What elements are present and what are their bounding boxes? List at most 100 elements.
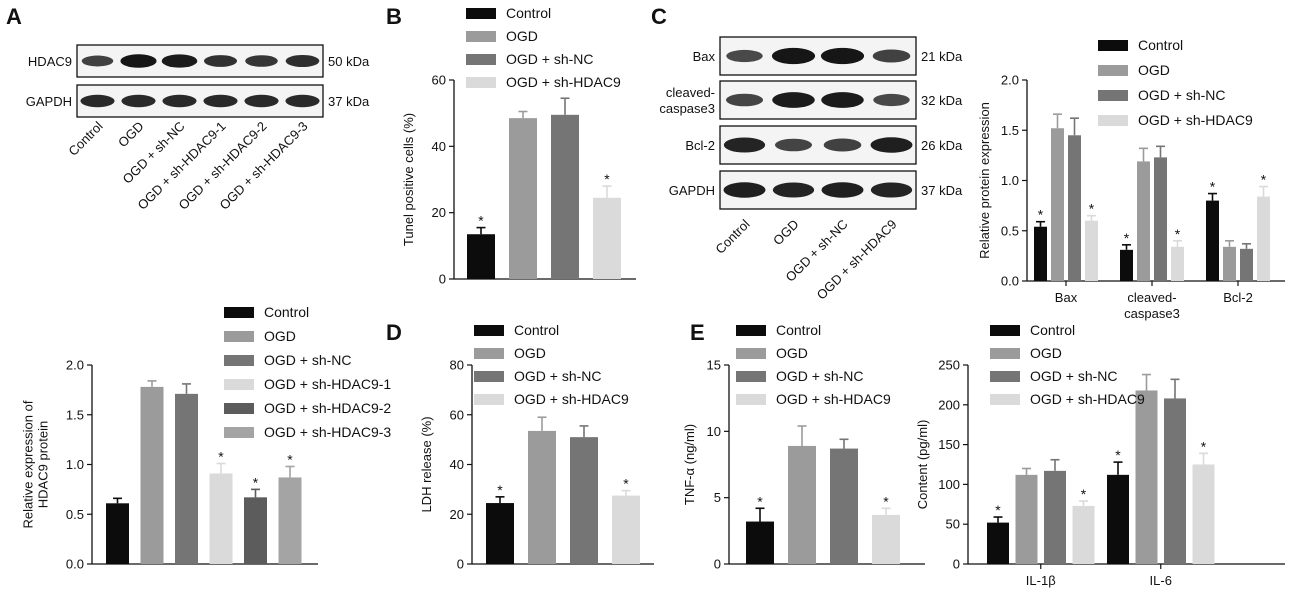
y-tick-label: 100 [938, 477, 960, 492]
significance-marker: * [1124, 230, 1130, 246]
bar-ogd-sh-nc-bcl-2 [1240, 248, 1253, 281]
legend-swatch-control [466, 8, 496, 19]
bar-ogd-sh-nc-il-1 [1044, 470, 1066, 564]
chart-e-interleukins: 0 50 100 150 200 250 Content (pg/ml) * * IL-1β * * I… [915, 322, 1285, 588]
bar-ogd-sh-nc [830, 448, 858, 564]
legend-swatch-ogd [224, 331, 254, 342]
y-tick-label: 0 [953, 557, 960, 572]
significance-marker: * [1261, 172, 1267, 188]
blot-lane-label-control: Control [65, 118, 105, 158]
bar-ogd-cleaved-caspase3 [1137, 161, 1150, 281]
bar-control [746, 521, 774, 564]
blot-band [245, 55, 278, 67]
blot-kda-label: 32 kDa [921, 93, 963, 108]
y-tick-label: 0.0 [66, 557, 84, 572]
legend-label-ogd-sh-nc: OGD + sh-NC [1030, 368, 1118, 384]
blot-band [821, 182, 864, 198]
blot-row-label-gapdh: GAPDH [26, 94, 72, 109]
legend-swatch-control [474, 325, 504, 336]
legend-swatch-ogd-sh-nc [736, 371, 766, 382]
blot-frame-hdac9 [76, 44, 324, 78]
y-tick-label: 20 [432, 205, 446, 220]
legend-swatch-ogd-sh-hdac9 [990, 394, 1020, 405]
y-tick-label: 0.0 [1001, 274, 1019, 289]
y-tick-label: 1.0 [66, 457, 84, 472]
blot-band [873, 93, 910, 107]
blot-band [821, 92, 864, 108]
legend-swatch-ogd-sh-hdac9 [1098, 115, 1128, 126]
bar-ogd-sh-hdac9-2 [244, 497, 267, 564]
legend-label-ogd-sh-nc: OGD + sh-NC [1138, 87, 1226, 103]
x-tick-label-il-6: IL-6 [1150, 573, 1172, 588]
blot-kda-label: 26 kDa [921, 138, 963, 153]
legend-swatch-control [736, 325, 766, 336]
bar-ogd-sh-hdac9 [612, 495, 640, 564]
significance-marker: * [1081, 486, 1087, 502]
blot-band [161, 54, 198, 68]
legend-label-ogd: OGD [1138, 62, 1170, 78]
bar-ogd [528, 430, 556, 564]
y-tick-label: 15 [707, 358, 721, 373]
bar-ogd-sh-nc [570, 437, 598, 564]
y-tick-label: 200 [938, 397, 960, 412]
panel-label-e: E [690, 320, 705, 345]
legend-label-ogd: OGD [264, 328, 296, 344]
chart-a-hdac9-expression: 0.0 0.5 1.0 1.5 2.0 Relative expression ofHDA… [21, 304, 392, 572]
y-axis-label: Relative protein expression [977, 102, 992, 259]
legend-label-ogd-sh-hdac9: OGD + sh-HDAC9 [1138, 112, 1253, 128]
legend-swatch-ogd-sh-nc [224, 355, 254, 366]
bar-ogd-il-1 [1015, 474, 1038, 564]
blot-lane-label-ogd: OGD [115, 119, 147, 151]
blot-band [823, 138, 862, 152]
bar-control-cleaved-caspase3 [1120, 249, 1133, 281]
blot-row-label-cleaved-caspase3: cleaved-caspase3 [659, 85, 715, 116]
blot-kda-label: 37 kDa [921, 183, 963, 198]
bar-ogd-bcl-2 [1223, 246, 1236, 281]
blot-lane-label-ogd: OGD [770, 217, 802, 249]
significance-marker: * [478, 213, 484, 229]
legend-swatch-ogd-sh-hdac9-2 [224, 403, 254, 414]
bar-control [486, 503, 514, 564]
y-tick-label: 50 [946, 517, 960, 532]
blot-band [772, 182, 815, 198]
blot-band [80, 94, 115, 108]
blot-lane-label-control: Control [712, 216, 752, 256]
legend-label-ogd: OGD [776, 345, 808, 361]
legend-swatch-control [1098, 40, 1128, 51]
panel-label-b: B [386, 4, 402, 29]
legend-swatch-control [990, 325, 1020, 336]
blot-band [203, 55, 238, 67]
y-tick-label: 250 [938, 358, 960, 373]
blot-band [120, 54, 157, 68]
bar-ogd-sh-nc-bax [1068, 135, 1081, 281]
y-axis-label: Content (pg/ml) [915, 420, 930, 510]
bar-control [106, 503, 129, 564]
legend-label-ogd-sh-nc: OGD + sh-NC [776, 368, 864, 384]
blot-kda-label: 50 kDa [328, 54, 370, 69]
y-axis-label: TNF-α (ng/ml) [682, 424, 697, 505]
chart-e-tnf: 0 5 10 15 TNF-α (ng/ml) * * Control OGD OGD + sh-… [682, 322, 925, 572]
x-tick-label-cleaved-caspase3: cleaved-caspase3 [1124, 290, 1180, 321]
y-tick-label: 0 [439, 272, 446, 287]
blot-band [726, 49, 763, 63]
legend-label-ogd-sh-hdac9-2: OGD + sh-HDAC9-2 [264, 400, 391, 416]
y-tick-label: 40 [450, 457, 464, 472]
y-tick-label: 1.5 [66, 407, 84, 422]
legend-swatch-ogd-sh-hdac9-3 [224, 427, 254, 438]
legend-label-ogd-sh-nc: OGD + sh-NC [514, 368, 602, 384]
y-tick-label: 5 [714, 490, 721, 505]
blot-band [725, 93, 764, 107]
legend-label-ogd-sh-nc: OGD + sh-NC [506, 51, 594, 67]
bar-ogd-sh-nc [551, 114, 579, 279]
bar-ogd-sh-hdac9-il-1 [1072, 505, 1095, 564]
significance-marker: * [1115, 447, 1121, 463]
y-axis-label: Relative expression ofHDAC9 protein [21, 400, 51, 528]
blot-row-label-hdac9: HDAC9 [28, 54, 72, 69]
significance-marker: * [623, 476, 629, 492]
blot-row-label-gapdh: GAPDH [669, 183, 715, 198]
bar-ogd [788, 445, 816, 564]
panel-label-a: A [6, 4, 22, 29]
significance-marker: * [1201, 438, 1207, 454]
